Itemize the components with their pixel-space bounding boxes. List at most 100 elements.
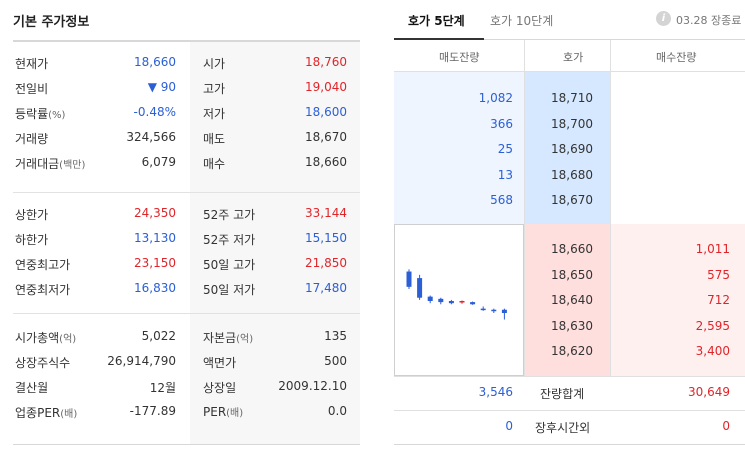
info-row: 연중최저가 16,830 50일 저가 17,480 [13, 276, 360, 301]
top-divider [13, 40, 360, 42]
unit-label: (백만) [59, 160, 86, 171]
info-label-text: 업종PER [15, 406, 61, 420]
after-hours-label: 장후시간외 [535, 421, 591, 435]
column-divider [610, 40, 611, 376]
after-hours-ask-qty: 0 [505, 419, 513, 433]
unit-label: (억) [236, 334, 254, 345]
info-row: 등락률(%) -0.48% 저가 18,600 [13, 100, 360, 125]
column-divider [524, 40, 525, 376]
candle-body [427, 296, 433, 301]
info-label: 시가 [203, 57, 226, 71]
ask-qty: 25 [497, 142, 513, 156]
info-row: 상장주식수 26,914,790 액면가 500 [13, 349, 360, 374]
info-value: 19,040 [305, 80, 347, 94]
bid-price: 18,660 [551, 242, 593, 256]
column-background [190, 193, 360, 313]
info-label: 52주 저가 [203, 233, 256, 247]
info-value: 13,130 [134, 231, 176, 245]
info-label: PER(배) [203, 404, 243, 419]
info-value: 6,079 [141, 155, 176, 169]
candle-body [459, 301, 465, 303]
bid-qty-header: 매수잔량 [656, 51, 697, 64]
bid-qty: 2,595 [695, 318, 730, 333]
info-value: 135 [324, 329, 347, 343]
info-label: 상장일 [203, 381, 237, 395]
info-row: 거래량 324,566 매도 18,670 [13, 125, 360, 150]
unit-label: (억) [59, 334, 77, 345]
info-value: 16,830 [134, 281, 176, 295]
info-value: 26,914,790 [107, 354, 176, 368]
info-label: 액면가 [203, 356, 237, 370]
info-value: 24,350 [134, 206, 176, 220]
info-icon[interactable]: i [656, 11, 671, 26]
info-value: 18,600 [305, 105, 347, 119]
info-label-text: 거래대금 [15, 157, 60, 171]
info-label: 연중최고가 [15, 258, 71, 272]
total-label: 잔량합계 [540, 387, 585, 401]
info-label-text: 자본금 [203, 331, 237, 345]
info-value: -0.48% [133, 105, 176, 119]
bid-qty: 1,011 [695, 242, 730, 256]
info-label: 상한가 [15, 208, 49, 222]
summary-divider [394, 410, 745, 411]
info-label: 50일 고가 [203, 258, 256, 272]
info-label-text: 등락률 [15, 107, 49, 121]
ask-qty: 13 [497, 167, 513, 182]
info-label: 거래대금(백만) [15, 155, 85, 172]
orderbook-panel: 호가 5단계 호가 10단계 i 03.28 장종료 매도잔량 호가 매수잔량 … [394, 0, 745, 451]
tab-divider [394, 39, 745, 40]
unit-label: (배) [226, 408, 244, 419]
candle-body [406, 271, 412, 287]
info-value: 18,660 [134, 55, 176, 69]
info-row: 결산월 12월 상장일 2009.12.10 [13, 374, 360, 399]
candle-body [448, 301, 454, 304]
info-label: 하한가 [15, 233, 49, 247]
info-label: 업종PER(배) [15, 404, 77, 421]
orderbook-header: 매도잔량 호가 매수잔량 [394, 40, 745, 72]
bid-price: 18,630 [551, 318, 593, 333]
info-label: 자본금(억) [203, 329, 253, 346]
ask-price: 18,680 [551, 167, 593, 182]
mini-chart-svg [406, 269, 507, 320]
ask-price: 18,690 [551, 142, 593, 156]
candle-body [491, 309, 497, 312]
info-value: 23,150 [134, 256, 176, 270]
ask-price: 18,700 [551, 116, 593, 131]
candle-body [501, 309, 507, 313]
info-label: 상장주식수 [15, 356, 71, 370]
tab-5-levels[interactable]: 호가 5단계 [408, 14, 465, 28]
bottom-divider [394, 444, 745, 445]
price-header: 호가 [563, 51, 584, 64]
info-section: 상한가 24,350 52주 고가 33,144 하한가 13,130 52주 저가 15,1… [13, 193, 360, 313]
candle-body [470, 302, 476, 305]
info-row: 연중최고가 23,150 50일 고가 21,850 [13, 251, 360, 276]
info-label: 매수 [203, 157, 226, 171]
info-value: 15,150 [305, 231, 347, 245]
info-value: 18,760 [305, 55, 347, 69]
info-row: 시가총액(억) 5,022 자본금(억) 135 [13, 324, 360, 349]
market-status: 03.28 장종료 [676, 14, 742, 27]
info-row: 전일비 ▼ 90 고가 19,040 [13, 75, 360, 100]
bid-price: 18,640 [551, 293, 593, 307]
info-value: 2009.12.10 [278, 379, 347, 393]
info-value: 18,670 [305, 130, 347, 144]
info-label: 52주 고가 [203, 208, 256, 222]
ask-qty: 568 [490, 193, 513, 207]
info-label: 연중최저가 [15, 283, 71, 297]
info-label: 고가 [203, 82, 226, 96]
info-label: 현재가 [15, 57, 49, 71]
info-section: 현재가 18,660 시가 18,760 전일비 ▼ 90 고가 19,040 등락률(%) -0… [13, 42, 360, 192]
total-ask-qty: 3,546 [478, 385, 513, 399]
ask-qty: 366 [490, 116, 513, 131]
info-label: 매도 [203, 132, 226, 146]
info-value: 33,144 [305, 206, 347, 220]
info-label: 거래량 [15, 132, 49, 146]
total-bid-qty: 30,649 [688, 385, 730, 399]
basic-price-info-panel: 기본 주가정보 현재가 18,660 시가 18,760 전일비 ▼ 90 고가 19,040… [0, 0, 360, 451]
ask-price: 18,670 [551, 193, 593, 207]
ask-qty-area [394, 72, 524, 224]
tab-10-levels[interactable]: 호가 10단계 [490, 14, 554, 28]
bottom-divider [13, 444, 360, 445]
info-value: 500 [324, 354, 347, 368]
panel-title: 기본 주가정보 [13, 15, 90, 30]
